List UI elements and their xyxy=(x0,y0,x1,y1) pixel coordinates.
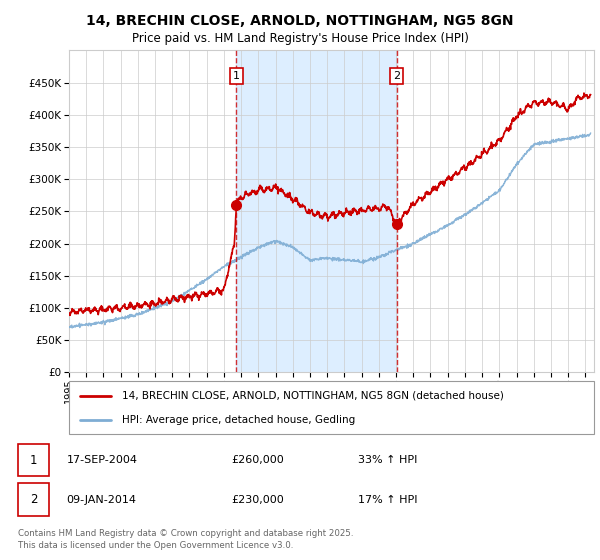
Text: 2: 2 xyxy=(30,493,37,506)
Text: 09-JAN-2014: 09-JAN-2014 xyxy=(67,494,137,505)
Text: Contains HM Land Registry data © Crown copyright and database right 2025.
This d: Contains HM Land Registry data © Crown c… xyxy=(18,529,353,550)
Text: 2: 2 xyxy=(393,71,400,81)
Text: HPI: Average price, detached house, Gedling: HPI: Average price, detached house, Gedl… xyxy=(121,415,355,425)
FancyBboxPatch shape xyxy=(69,381,594,434)
Text: 33% ↑ HPI: 33% ↑ HPI xyxy=(358,455,417,465)
Text: £260,000: £260,000 xyxy=(231,455,284,465)
Text: 14, BRECHIN CLOSE, ARNOLD, NOTTINGHAM, NG5 8GN (detached house): 14, BRECHIN CLOSE, ARNOLD, NOTTINGHAM, N… xyxy=(121,391,503,401)
Text: 1: 1 xyxy=(233,71,240,81)
FancyBboxPatch shape xyxy=(18,444,49,477)
Text: Price paid vs. HM Land Registry's House Price Index (HPI): Price paid vs. HM Land Registry's House … xyxy=(131,32,469,45)
Text: 17-SEP-2004: 17-SEP-2004 xyxy=(67,455,138,465)
Text: 14, BRECHIN CLOSE, ARNOLD, NOTTINGHAM, NG5 8GN: 14, BRECHIN CLOSE, ARNOLD, NOTTINGHAM, N… xyxy=(86,14,514,28)
Text: £230,000: £230,000 xyxy=(231,494,284,505)
Bar xyxy=(236,50,397,372)
Text: 1: 1 xyxy=(30,454,37,467)
Text: 17% ↑ HPI: 17% ↑ HPI xyxy=(358,494,417,505)
FancyBboxPatch shape xyxy=(18,483,49,516)
